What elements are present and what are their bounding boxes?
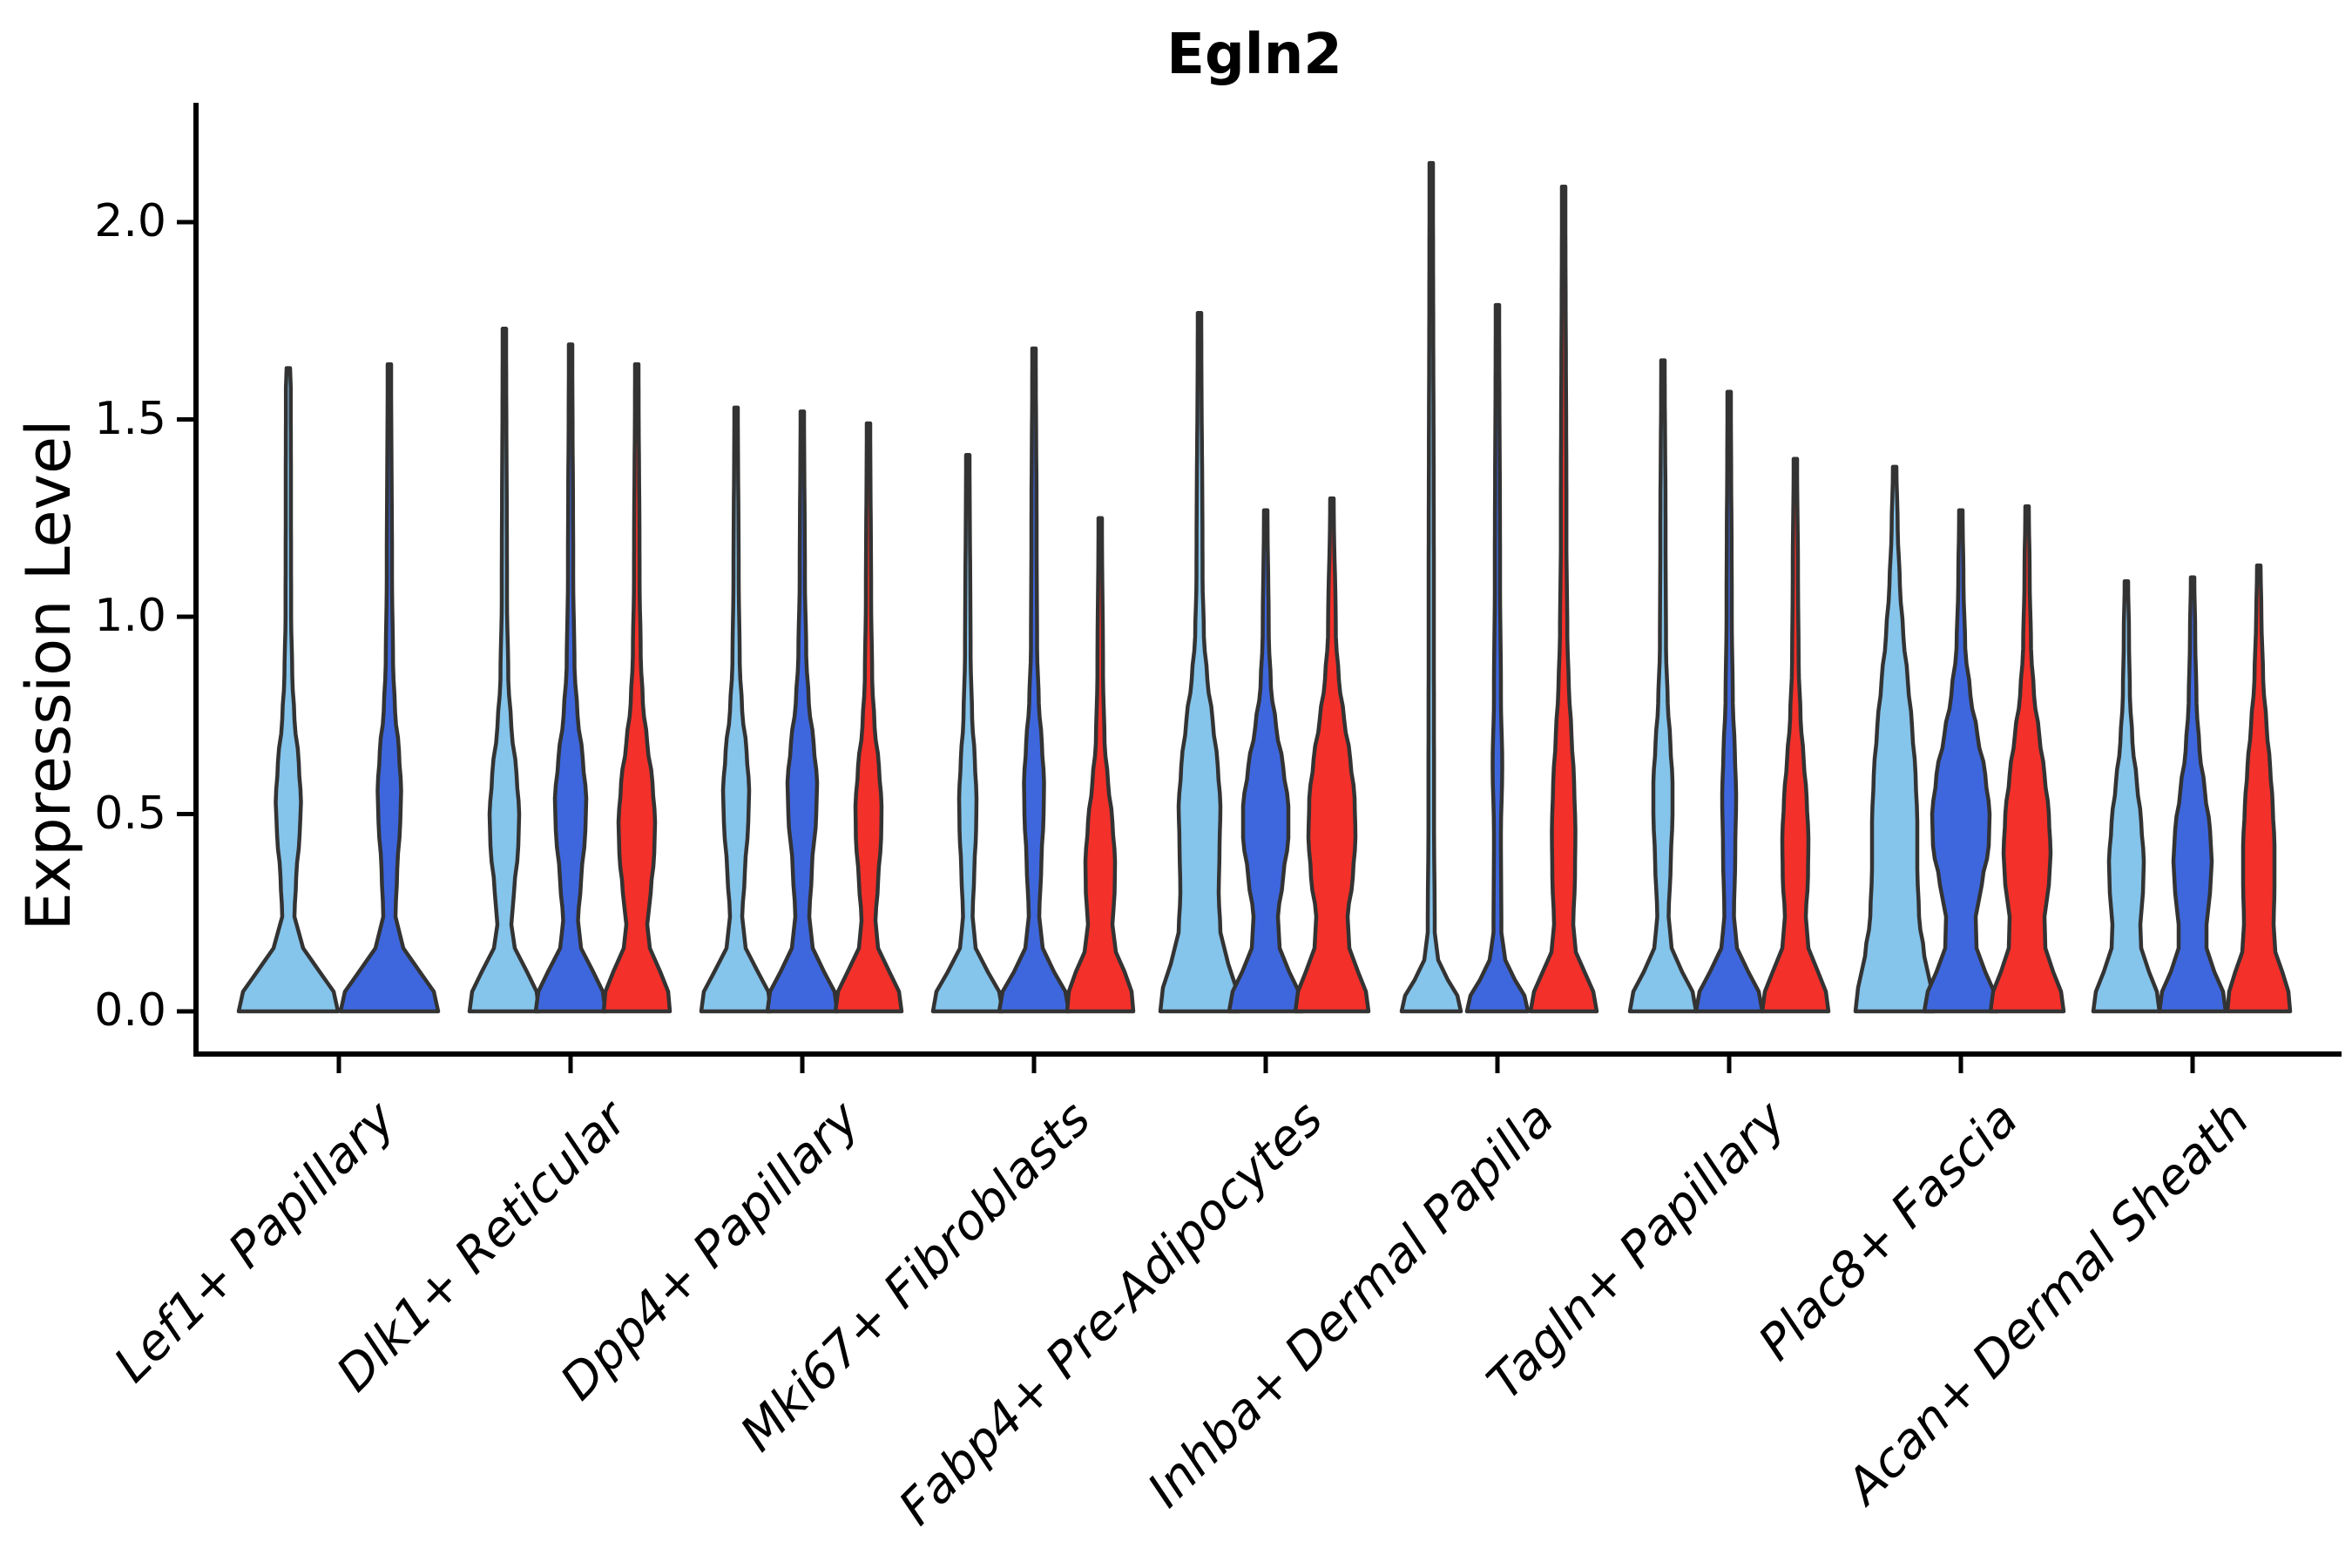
- violin-mki67-fibroblasts-red: [1064, 516, 1136, 1014]
- violin-tagln-papillary-dark_blue: [1693, 389, 1765, 1014]
- violin-acan-dermal-sheath-red: [2225, 563, 2293, 1014]
- violin-plac8-fascia-dark_blue: [1922, 508, 2000, 1014]
- violin-fabp4-pre-adipocytes-red: [1293, 496, 1371, 1014]
- violin-dlk1-reticular-light_blue: [467, 327, 542, 1014]
- y-tick-label: 2.0: [94, 195, 166, 247]
- violin-plac8-fascia-light_blue: [1853, 464, 1936, 1014]
- violin-inhba-dermal-papilla-dark_blue: [1464, 302, 1531, 1014]
- violin-dpp4-papillary-dark_blue: [765, 409, 840, 1014]
- violin-fabp4-pre-adipocytes-light_blue: [1158, 310, 1241, 1014]
- violin-mki67-fibroblasts-light_blue: [930, 453, 1005, 1014]
- violin-lef1-papillary-dark_blue: [338, 362, 441, 1014]
- y-tick-label: 1.5: [94, 392, 166, 445]
- chart-title: Egln2: [1166, 23, 1342, 87]
- violin-fabp4-pre-adipocytes-dark_blue: [1227, 508, 1305, 1014]
- y-tick-label: 0.0: [94, 984, 166, 1037]
- violin-acan-dermal-sheath-dark_blue: [2157, 575, 2228, 1014]
- violin-acan-dermal-sheath-light_blue: [2091, 578, 2162, 1014]
- violin-dlk1-reticular-dark_blue: [533, 342, 608, 1014]
- violin-mki67-fibroblasts-dark_blue: [997, 346, 1071, 1014]
- y-tick-label: 0.5: [94, 787, 166, 840]
- violin-tagln-papillary-red: [1760, 456, 1831, 1014]
- violin-tagln-papillary-light_blue: [1627, 358, 1699, 1014]
- violin-dpp4-papillary-red: [833, 421, 904, 1014]
- violin-inhba-dermal-papilla-red: [1528, 184, 1599, 1014]
- violin-inhba-dermal-papilla-light_blue: [1399, 160, 1463, 1014]
- y-axis-label: Expression Level: [13, 419, 84, 931]
- violin-lef1-papillary-light_blue: [236, 366, 341, 1014]
- y-tick-label: 1.0: [94, 590, 166, 642]
- violin-dpp4-papillary-light_blue: [699, 405, 774, 1014]
- violin-dlk1-reticular-red: [601, 362, 672, 1014]
- violin-plac8-fascia-red: [1988, 504, 2066, 1014]
